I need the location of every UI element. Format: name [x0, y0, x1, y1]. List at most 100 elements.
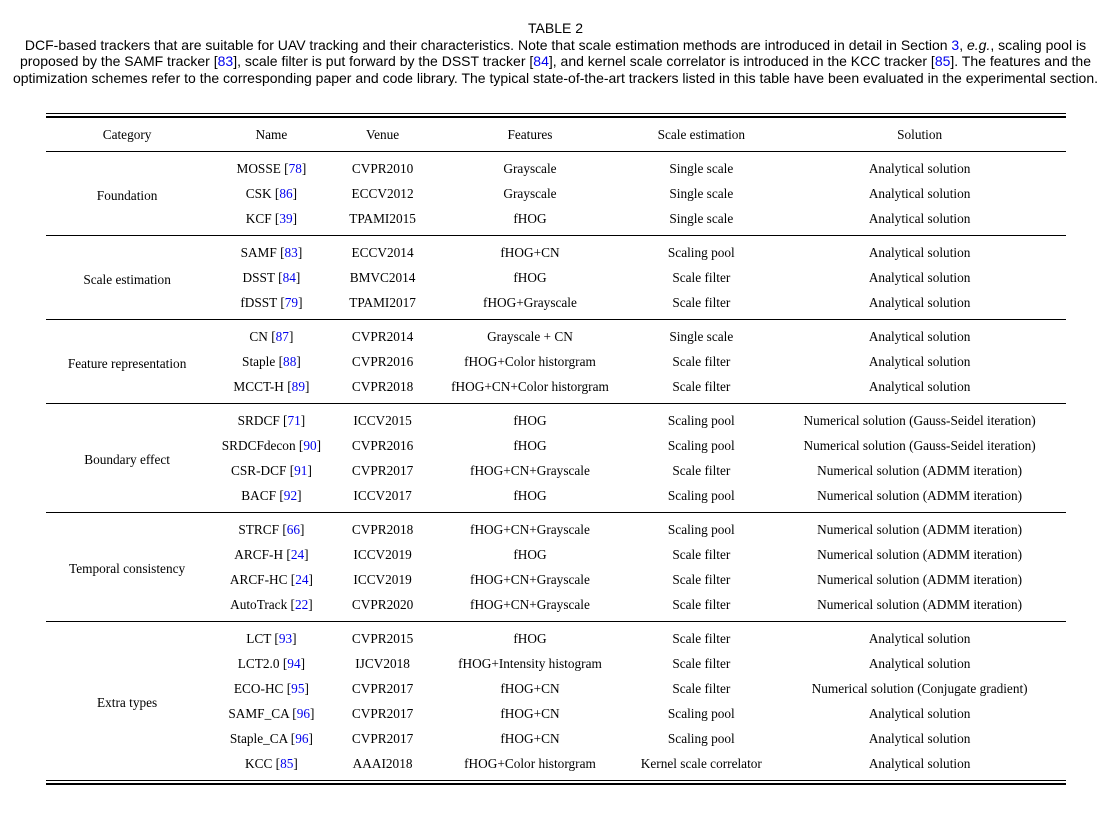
solution-cell: Numerical solution (ADMM iteration): [817, 546, 1023, 562]
table-caption-title: TABLE 2: [528, 20, 583, 36]
citation-link[interactable]: 78: [288, 160, 302, 176]
citation-link[interactable]: 3: [951, 36, 960, 53]
features-cell: fHOG+Intensity histogram: [458, 655, 602, 671]
citation-link[interactable]: 85: [934, 53, 951, 70]
trackers-table: Category Name Venue Features Scale estimatio…: [45, 118, 1066, 781]
venue-cell: BMVC2014: [349, 269, 416, 285]
scale-estimation-cell: Scale filter: [672, 353, 731, 369]
tracker-name-cell: SRDCF [71]: [237, 412, 306, 428]
features-cell: fHOG+CN+Grayscale: [470, 571, 590, 587]
citation-link[interactable]: 66: [286, 521, 301, 537]
citation-link[interactable]: 87: [275, 328, 289, 344]
tracker-name-cell: SAMF_CA [96]: [228, 705, 315, 721]
citation-link[interactable]: 85: [280, 755, 294, 771]
caption-text-segment: , scaling pool is proposed by the SAMF t…: [19, 36, 1087, 70]
caption-text-segment: ]. The features and the optimization sch…: [12, 53, 1099, 86]
table-row: Temporal consistency STRCF [66] CVPR2018 fH…: [46, 513, 1066, 577]
table-section: Foundation MOSSE [78] CVPR2010 Grayscale Sin…: [45, 151, 1066, 236]
citation-link[interactable]: 79: [284, 294, 299, 310]
tracker-name-cell: AutoTrack [22]: [230, 596, 313, 612]
citation-link[interactable]: 96: [295, 730, 309, 746]
citation-link[interactable]: 94: [287, 655, 301, 671]
citation-link[interactable]: 95: [291, 680, 305, 696]
features-cell: Grayscale: [503, 160, 557, 176]
tracker-name-cell: ARCF-H [24]: [234, 546, 309, 562]
citation-link[interactable]: 96: [296, 705, 311, 721]
solution-cell: Numerical solution (Gauss-Seidel iterati…: [803, 412, 1036, 428]
solution-cell: Analytical solution: [868, 294, 971, 310]
venue-cell: IJCV2018: [355, 655, 410, 671]
table-section: Extra types LCT [93] CVPR2015 fHOG Scale fil…: [45, 621, 1066, 781]
venue-cell: ECCV2012: [351, 185, 414, 201]
venue-cell: CVPR2017: [351, 680, 414, 696]
venue-cell: CVPR2018: [351, 521, 414, 537]
citation-link[interactable]: 89: [291, 378, 305, 394]
citation-link[interactable]: 93: [278, 630, 293, 646]
table-row: MCCT-H [89] CVPR2018 fHOG+CN+Color historg…: [46, 374, 1066, 404]
citation-link[interactable]: 92: [283, 487, 298, 503]
features-cell: fHOG+Grayscale: [483, 294, 577, 310]
solution-cell: Analytical solution: [868, 353, 971, 369]
scale-estimation-cell: Scale filter: [672, 462, 731, 478]
features-cell: fHOG+CN: [500, 680, 560, 696]
solution-cell: Analytical solution: [868, 328, 971, 344]
citation-link[interactable]: 71: [287, 412, 301, 428]
venue-cell: ICCV2019: [353, 571, 412, 587]
bottom-rule-thick: [45, 783, 1066, 786]
top-rule-thick: [45, 116, 1066, 119]
features-cell: fHOG+CN+Grayscale: [470, 462, 590, 478]
tracker-name-cell: KCC [85]: [245, 755, 298, 771]
features-cell: fHOG+CN: [500, 705, 560, 721]
table-row: SRDCFdecon [90] CVPR2016 fHOG Scaling pool N…: [46, 433, 1066, 458]
solution-cell: Numerical solution (ADMM iteration): [817, 462, 1023, 478]
citation-link[interactable]: 84: [533, 53, 549, 70]
features-cell: fHOG+Color historgram: [464, 353, 596, 369]
citation-link[interactable]: 24: [295, 571, 309, 587]
citation-link[interactable]: 84: [282, 269, 296, 285]
table-row: Boundary effect SRDCF [71] ICCV2015 fHOG Sca…: [46, 404, 1066, 468]
table-section: Feature representation CN [87] CVPR2014 Gra…: [45, 319, 1066, 404]
table-caption: TABLE 2 DCF-based trackers that are suit…: [6, 20, 1106, 86]
category-cell: Extra types: [97, 695, 158, 711]
citation-link[interactable]: 39: [279, 210, 293, 226]
solution-cell: Analytical solution: [868, 755, 971, 771]
table-row: KCC [85] AAAI2018 fHOG+Color historgram Ker…: [46, 751, 1066, 780]
citation-link[interactable]: 22: [294, 596, 309, 612]
scale-estimation-cell: Scaling pool: [667, 437, 735, 453]
scale-estimation-cell: Scale filter: [672, 630, 731, 646]
citation-link[interactable]: 83: [217, 53, 234, 70]
column-header-name: Name: [255, 126, 288, 142]
solution-cell: Analytical solution: [868, 730, 971, 746]
citation-link[interactable]: 90: [303, 437, 317, 453]
citation-link[interactable]: 91: [294, 462, 308, 478]
table-row: Staple [88] CVPR2016 fHOG+Color historgram…: [46, 349, 1066, 374]
tracker-name-cell: ARCF-HC [24]: [229, 571, 313, 587]
citation-link[interactable]: 88: [283, 353, 297, 369]
venue-cell: CVPR2015: [351, 630, 414, 646]
citation-link[interactable]: 86: [279, 185, 293, 201]
table-row: ECO-HC [95] CVPR2017 fHOG+CN Scale filter Nu…: [46, 676, 1066, 701]
scale-estimation-cell: Scale filter: [672, 680, 731, 696]
tracker-name-cell: LCT2.0 [94]: [237, 655, 306, 671]
citation-link[interactable]: 83: [284, 244, 298, 260]
column-header-solution: Solution: [897, 126, 943, 142]
table-row: fDSST [79] TPAMI2017 fHOG+Grayscale Scale f…: [46, 290, 1066, 320]
table-row: AutoTrack [22] CVPR2020 fHOG+CN+Grayscale S…: [46, 592, 1066, 622]
features-cell: fHOG+CN+Grayscale: [470, 596, 590, 612]
scale-estimation-cell: Scale filter: [672, 655, 731, 671]
table-caption-text: DCF-based trackers that are suitable for…: [6, 37, 1106, 87]
venue-cell: CVPR2017: [351, 730, 414, 746]
tracker-name-cell: CN [87]: [249, 328, 294, 344]
solution-cell: Analytical solution: [868, 269, 971, 285]
table-row: Scale estimation SAMF [83] ECCV2014 fHOG+CN…: [46, 236, 1066, 287]
citation-link[interactable]: 24: [290, 546, 305, 562]
tracker-name-cell: LCT [93]: [246, 630, 297, 646]
scale-estimation-cell: Scaling pool: [667, 487, 735, 503]
scale-estimation-cell: Scaling pool: [667, 521, 735, 537]
caption-italic-text: e.g.: [967, 36, 991, 53]
solution-cell: Analytical solution: [868, 630, 971, 646]
solution-cell: Numerical solution (ADMM iteration): [817, 487, 1023, 503]
venue-cell: CVPR2020: [351, 596, 414, 612]
category-cell: Boundary effect: [84, 452, 170, 468]
column-header-features: Features: [507, 126, 553, 142]
